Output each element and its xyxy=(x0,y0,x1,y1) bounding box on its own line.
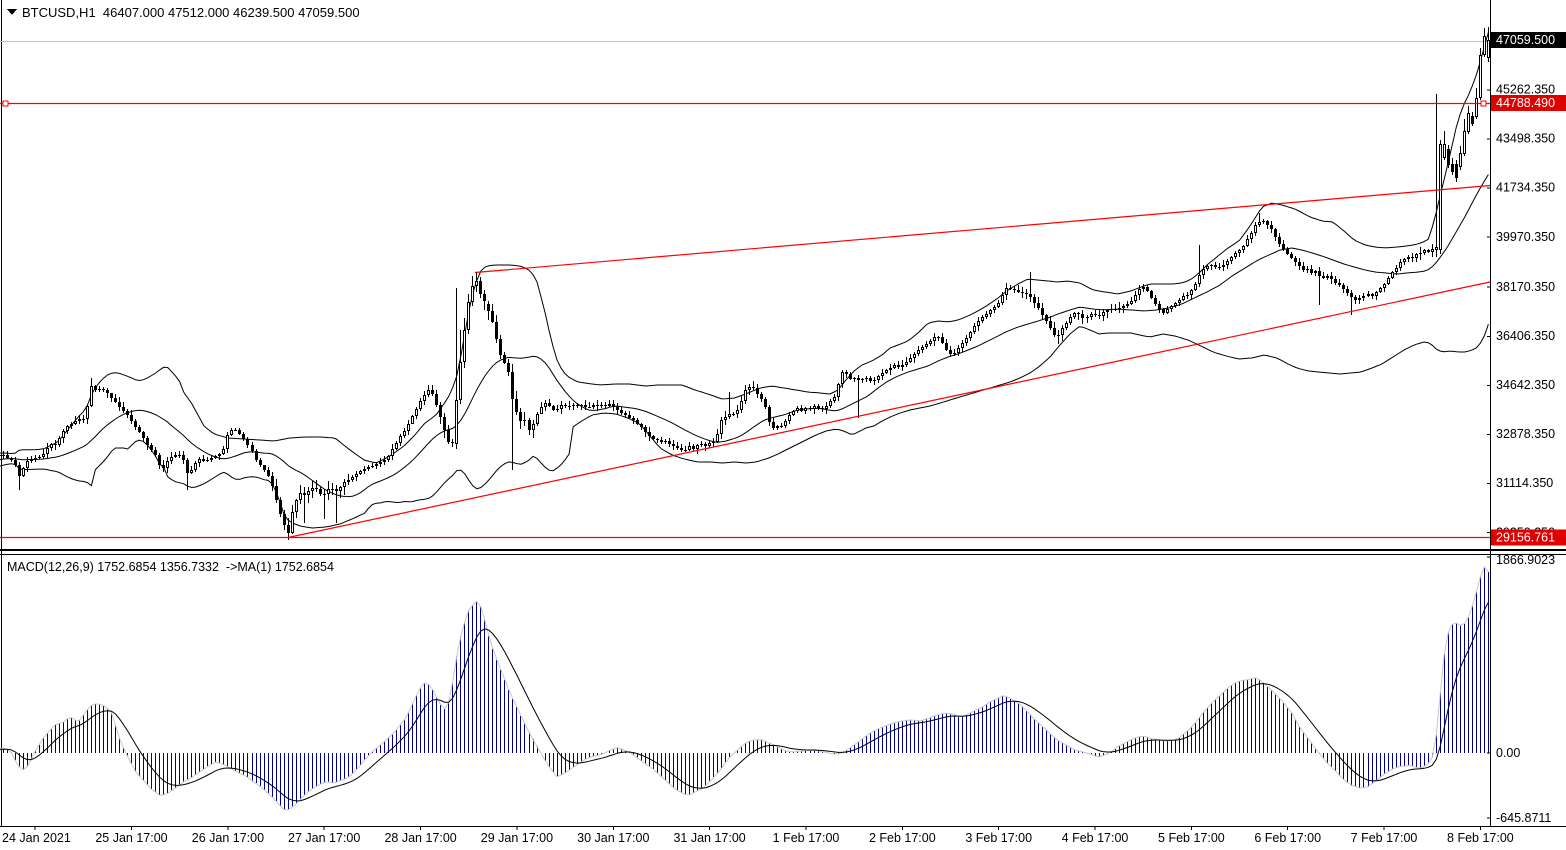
svg-text:1866.9023: 1866.9023 xyxy=(1496,553,1555,567)
svg-text:25 Jan 17:00: 25 Jan 17:00 xyxy=(95,831,167,845)
svg-text:36406.350: 36406.350 xyxy=(1496,329,1555,343)
svg-text:47059.500: 47059.500 xyxy=(1496,33,1555,47)
svg-text:2 Feb 17:00: 2 Feb 17:00 xyxy=(869,831,936,845)
svg-text:8 Feb 17:00: 8 Feb 17:00 xyxy=(1447,831,1514,845)
svg-text:31 Jan 17:00: 31 Jan 17:00 xyxy=(673,831,745,845)
svg-text:-645.8711: -645.8711 xyxy=(1496,811,1551,825)
svg-text:BTCUSD,H1 46407.000 47512.000: BTCUSD,H1 46407.000 47512.000 46239.500 … xyxy=(22,5,360,20)
svg-text:38170.350: 38170.350 xyxy=(1496,280,1555,294)
svg-text:30 Jan 17:00: 30 Jan 17:00 xyxy=(577,831,649,845)
svg-text:32878.350: 32878.350 xyxy=(1496,427,1555,441)
svg-text:6 Feb 17:00: 6 Feb 17:00 xyxy=(1254,831,1321,845)
svg-text:28 Jan 17:00: 28 Jan 17:00 xyxy=(384,831,456,845)
svg-text:39970.350: 39970.350 xyxy=(1496,230,1555,244)
svg-text:41734.350: 41734.350 xyxy=(1496,181,1555,195)
svg-text:43498.350: 43498.350 xyxy=(1496,132,1555,146)
svg-text:7 Feb 17:00: 7 Feb 17:00 xyxy=(1351,831,1418,845)
svg-text:31114.350: 31114.350 xyxy=(1496,476,1553,490)
svg-text:29 Jan 17:00: 29 Jan 17:00 xyxy=(481,831,553,845)
svg-text:45262.350: 45262.350 xyxy=(1496,83,1555,97)
svg-text:3 Feb 17:00: 3 Feb 17:00 xyxy=(965,831,1032,845)
svg-text:1 Feb 17:00: 1 Feb 17:00 xyxy=(773,831,840,845)
svg-text:26 Jan 17:00: 26 Jan 17:00 xyxy=(192,831,264,845)
svg-text:44788.490: 44788.490 xyxy=(1496,96,1555,110)
svg-text:24 Jan 2021: 24 Jan 2021 xyxy=(2,831,71,845)
svg-text:4 Feb 17:00: 4 Feb 17:00 xyxy=(1062,831,1129,845)
svg-text:29156.761: 29156.761 xyxy=(1496,531,1555,545)
svg-text:MACD(12,26,9) 1752.6854 1356.7: MACD(12,26,9) 1752.6854 1356.7332 ->MA(1… xyxy=(7,560,334,574)
svg-text:34642.350: 34642.350 xyxy=(1496,378,1555,392)
svg-text:5 Feb 17:00: 5 Feb 17:00 xyxy=(1158,831,1225,845)
svg-text:0.00: 0.00 xyxy=(1496,746,1520,760)
svg-text:27 Jan 17:00: 27 Jan 17:00 xyxy=(288,831,360,845)
